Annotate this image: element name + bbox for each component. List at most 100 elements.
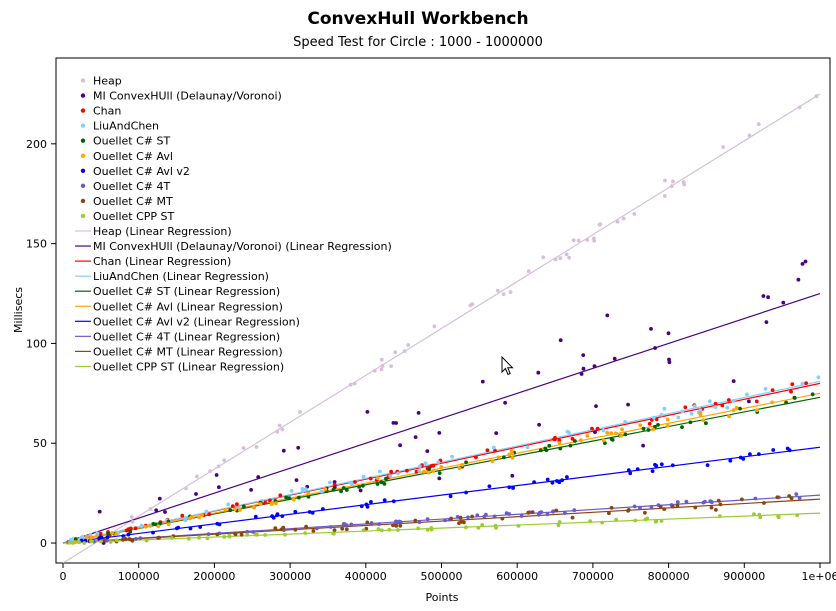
data-point <box>509 449 514 454</box>
data-point <box>585 434 590 438</box>
data-point <box>189 515 194 520</box>
data-point <box>794 492 799 496</box>
data-point <box>669 184 674 189</box>
data-point <box>393 350 398 355</box>
data-point <box>558 446 563 451</box>
data-point <box>752 512 756 516</box>
data-point <box>609 505 614 510</box>
data-point <box>585 238 590 242</box>
data-point <box>646 428 651 432</box>
y-tick-label: 0 <box>40 537 47 550</box>
data-point <box>493 448 497 453</box>
data-point <box>643 510 647 515</box>
data-point <box>500 516 505 521</box>
data-point <box>770 400 775 405</box>
data-point <box>615 219 620 224</box>
data-point <box>394 524 399 528</box>
data-point <box>572 508 577 513</box>
data-point <box>377 522 382 526</box>
data-point <box>431 463 436 468</box>
data-point <box>184 486 188 491</box>
data-point <box>233 507 238 511</box>
data-point <box>157 496 162 501</box>
data-point <box>705 463 710 467</box>
data-point <box>406 343 411 347</box>
data-point <box>413 518 418 523</box>
data-point <box>114 538 119 542</box>
data-point <box>714 508 718 512</box>
data-point <box>595 426 600 431</box>
data-point <box>619 433 623 438</box>
legend-entry: LiuAndChen (Linear Regression) <box>93 270 269 283</box>
legend-entry: Chan (Linear Regression) <box>93 255 231 268</box>
data-point <box>544 448 549 453</box>
data-point <box>156 524 161 529</box>
data-point <box>245 529 250 534</box>
data-point <box>195 474 199 479</box>
data-points <box>65 94 821 545</box>
data-point <box>70 540 75 545</box>
data-point <box>667 357 671 362</box>
data-point <box>204 509 209 514</box>
data-point <box>344 488 349 492</box>
data-point <box>638 506 642 510</box>
data-point <box>555 479 559 483</box>
data-point <box>148 524 153 528</box>
data-point <box>641 426 646 431</box>
data-point <box>274 501 278 506</box>
data-point <box>256 475 261 479</box>
data-point <box>547 443 552 448</box>
data-point <box>654 417 659 422</box>
data-point <box>740 497 744 502</box>
data-point <box>217 485 221 490</box>
data-point <box>605 430 610 435</box>
y-tick-label: 200 <box>26 138 47 151</box>
data-point <box>681 180 686 185</box>
data-point <box>781 300 786 305</box>
data-point <box>398 443 402 448</box>
data-point <box>800 381 805 386</box>
chart-subtitle: Speed Test for Circle : 1000 - 1000000 <box>293 35 543 50</box>
data-point <box>670 463 675 468</box>
data-point <box>230 504 235 508</box>
data-point <box>216 464 221 469</box>
legend-entry: Ouellet C# Avl (Linear Regression) <box>93 300 283 313</box>
legend-entry: Ouellet C# Avl v2 <box>93 165 190 178</box>
data-point <box>77 540 81 545</box>
data-point <box>626 402 630 407</box>
data-point <box>239 532 244 537</box>
data-point <box>570 436 575 441</box>
data-point <box>792 396 797 400</box>
data-point <box>747 133 752 138</box>
data-point <box>810 392 815 397</box>
data-point <box>476 525 481 530</box>
data-point <box>241 504 246 509</box>
data-point <box>550 480 555 485</box>
legend-entry: Ouellet C# Avl <box>93 150 173 163</box>
legend-entry: Ouellet CPP ST <box>93 210 175 223</box>
data-point <box>795 513 800 518</box>
legend-marker <box>80 168 86 173</box>
legend-entry: Ouellet C# 4T (Linear Regression) <box>93 330 280 343</box>
data-point <box>601 438 606 443</box>
data-point <box>138 536 143 540</box>
data-point <box>766 295 770 300</box>
x-tick-label: 500000 <box>421 570 463 583</box>
data-point <box>348 480 353 485</box>
data-point <box>470 514 474 519</box>
data-point <box>130 538 135 543</box>
data-point <box>352 381 357 386</box>
data-point <box>89 535 93 540</box>
data-point <box>557 440 562 445</box>
x-tick-label: 0 <box>60 570 67 583</box>
legend-marker <box>80 93 86 98</box>
data-point <box>417 520 422 524</box>
data-point <box>133 526 138 531</box>
data-point <box>510 473 515 478</box>
data-point <box>443 518 447 523</box>
data-point <box>439 465 444 469</box>
data-point <box>297 495 301 500</box>
plot-frame <box>55 57 831 564</box>
data-point <box>405 468 409 473</box>
data-point <box>376 527 381 531</box>
